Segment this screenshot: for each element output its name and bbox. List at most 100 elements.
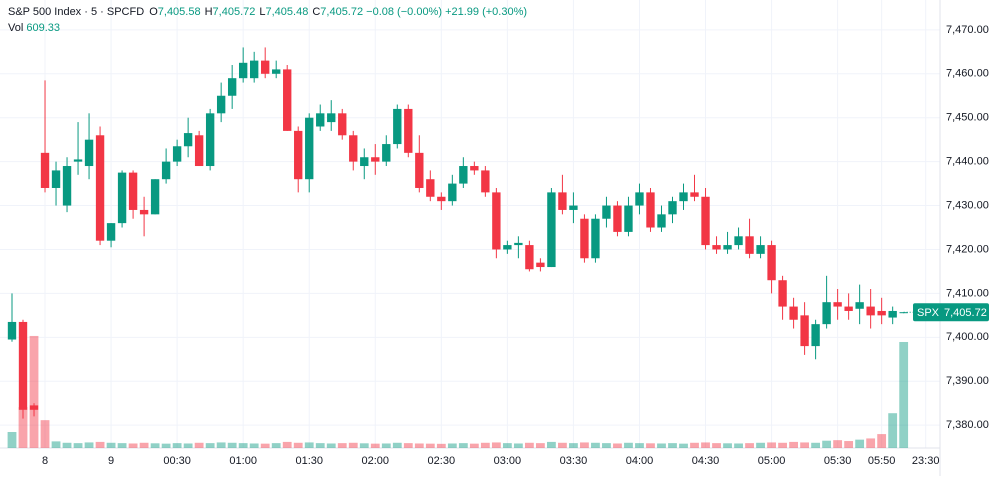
candle-body [448,183,457,202]
volume-bar [734,443,743,448]
volume-bar [117,443,127,448]
volume-bar [679,443,688,448]
volume-bar [205,443,215,448]
candle-body [216,95,226,114]
candle-body [492,192,501,250]
candle-body [756,245,765,254]
candle-body [833,302,842,307]
volume-bar [899,341,909,448]
x-tick-label: 05:50 [868,455,896,467]
volume-bar [84,442,94,448]
volume-bar [491,442,501,448]
volume-bar [502,443,512,448]
field-value: 7,405.72 [320,6,364,18]
y-tick-label: 7,430.00 [946,199,989,211]
candle-body [73,159,83,162]
y-tick-label: 7,400.00 [946,331,989,343]
y-tick-label: 7,410.00 [946,287,989,299]
candle-body [51,170,61,188]
candle-body [657,214,666,228]
y-tick-label: 7,460.00 [946,68,989,80]
volume-bar [106,442,116,448]
ohlc-fields: O7,405.58 H7,405.72 L7,405.48 C7,405.72 [147,6,363,18]
candle-body [128,172,138,210]
volume-bar [348,442,358,448]
candle-body [459,166,468,184]
volume-bar [172,443,182,448]
volume-bar [7,431,17,448]
y-tick-label: 7,450.00 [946,112,989,124]
volume-bar [513,443,523,448]
volume-bar [767,442,776,448]
volume-bar [877,434,887,448]
volume-bar [558,442,567,448]
volume-bar [128,443,138,448]
last-price-symbol: SPX [917,307,940,319]
volume-bar [602,443,611,448]
volume-bar [381,443,391,448]
volume-bar [326,443,336,448]
candle-body [205,113,215,167]
candle-body [294,130,303,180]
candle-body [139,209,149,215]
candle-body [272,69,281,74]
x-tick-label: 01:30 [295,455,323,467]
candle-body [723,245,732,250]
volume-bar [723,443,732,448]
volume-bar [789,441,798,448]
volume-bar [51,441,61,448]
y-tick-label: 7,440.00 [946,156,989,168]
volume-bar [29,335,39,448]
volume-bar [392,442,402,448]
candle-body [635,192,644,206]
candle-body [238,62,248,79]
volume-bar [370,443,380,448]
candle-body [855,302,864,309]
x-tick-label: 03:30 [560,455,588,467]
volume-bar [668,443,677,448]
x-tick-label: 8 [42,455,48,467]
x-tick-label: 9 [108,455,114,467]
candle-body [580,218,589,259]
volume-bar [591,442,600,448]
candle-body [811,324,820,347]
volume-bar [712,443,721,448]
volume-bar [580,442,589,448]
field-key: C [312,6,321,18]
candle-body [327,113,336,123]
candle-body [602,205,611,219]
volume-bar [227,442,237,448]
x-tick-label: 01:00 [229,455,257,467]
field-value: 7,405.58 [157,6,201,18]
volume-bar [480,442,490,448]
volume-bar [535,443,545,448]
y-tick-label: 7,470.00 [946,24,989,36]
volume-bar [18,407,28,448]
candle-body [789,306,798,320]
volume-bar [304,442,314,448]
volume-bar [293,442,303,448]
field-value: 7,405.48 [265,6,309,18]
candle-body [415,152,424,188]
volume-bar [161,443,171,448]
candle-body [84,139,94,167]
candle-body [437,196,446,202]
candle-body [558,192,567,210]
change: −0.08 (−0.00%) [366,6,443,18]
candle-body [569,205,578,210]
volume-bar [260,443,270,448]
candle-body [525,245,534,270]
x-tick-label: 03:00 [494,455,522,467]
candle-body [613,205,622,232]
candle-body [29,405,39,410]
candle-body [514,242,523,246]
candle-body [338,113,347,136]
volume-bar [646,443,655,448]
volume-bar [436,443,446,448]
candle-body [646,192,655,228]
candle-body [690,192,699,197]
field-key: L [259,6,266,18]
y-tick-label: 7,380.00 [946,419,989,431]
volume-bar [690,442,699,448]
